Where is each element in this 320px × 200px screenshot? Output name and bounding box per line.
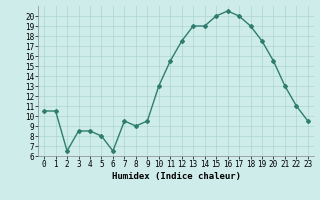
X-axis label: Humidex (Indice chaleur): Humidex (Indice chaleur) bbox=[111, 172, 241, 181]
